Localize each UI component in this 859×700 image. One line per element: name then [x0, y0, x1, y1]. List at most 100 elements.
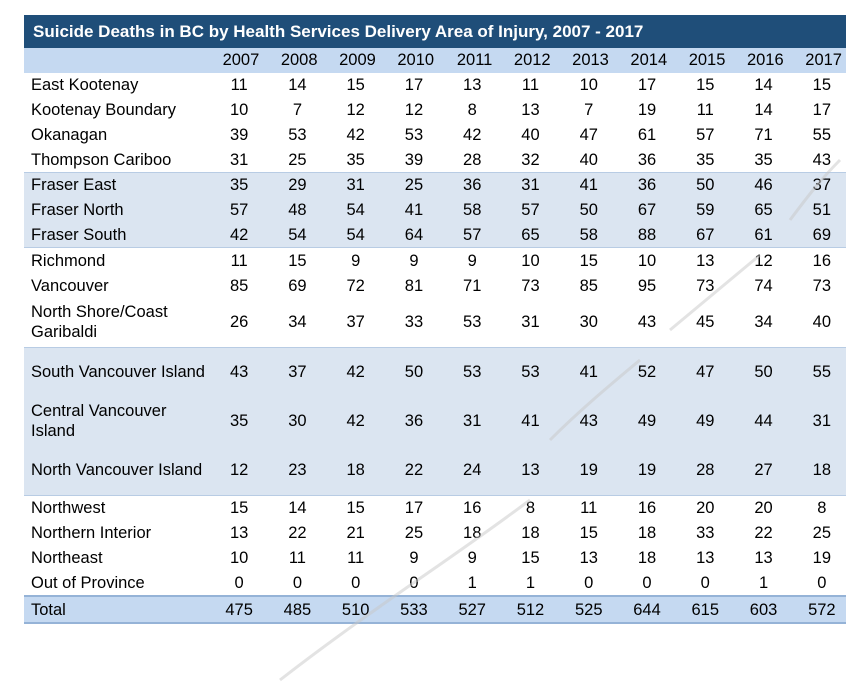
row-label: Richmond [24, 247, 206, 274]
value-cell: 39 [404, 150, 424, 169]
value-cell: 18 [463, 524, 482, 543]
header-row: 2007 2008 2009 2010 2011 2012 2013 2014 … [24, 48, 846, 73]
row-label: Fraser South [24, 222, 206, 248]
row-label: Northeast [31, 548, 103, 567]
value-cell: 11 [696, 100, 714, 119]
value-cell: 19 [554, 445, 613, 496]
total-row: Total 475 485 510 533 527 512 525 644 615 603 572 [24, 595, 846, 624]
value-cell: 18 [637, 548, 657, 567]
table-row: Northeast 10 11 11 9 9 15 13 18 13 13 19 [24, 546, 846, 571]
value-cell: 40 [579, 150, 598, 169]
value-cell: 31 [787, 396, 846, 446]
value-cell: 41 [496, 396, 555, 446]
year-header: 2013 [554, 48, 613, 73]
year-header: 2017 [787, 48, 846, 73]
year-header: 2008 [263, 48, 322, 73]
value-cell: 25 [379, 171, 439, 198]
value-cell: 74 [754, 276, 773, 295]
value-cell: 15 [579, 524, 598, 543]
value-cell: 41 [379, 197, 439, 223]
value-cell: 10 [612, 247, 672, 274]
value-cell: 23 [263, 445, 322, 496]
table-title: Suicide Deaths in BC by Health Services … [24, 15, 846, 48]
value-cell: 10 [579, 76, 598, 95]
year-header: 2010 [379, 48, 439, 73]
value-cell: 15 [346, 76, 365, 95]
value-cell: 15 [696, 76, 715, 95]
value-cell: 512 [496, 595, 555, 624]
value-cell: 22 [379, 445, 439, 496]
value-cell: 572 [787, 595, 846, 624]
value-cell: 42 [321, 346, 380, 397]
value-cell: 36 [438, 171, 497, 198]
value-cell: 12 [729, 247, 788, 274]
value-cell: 25 [404, 524, 424, 543]
value-cell: 42 [205, 222, 264, 248]
value-cell: 53 [288, 125, 307, 144]
value-cell: 73 [696, 276, 715, 295]
value-cell: 81 [404, 276, 424, 295]
value-cell: 29 [263, 171, 322, 198]
value-cell: 54 [321, 197, 380, 223]
value-cell: 22 [288, 524, 307, 543]
value-cell: 34 [288, 313, 307, 332]
value-cell: 35 [754, 150, 773, 169]
value-cell: 50 [554, 197, 613, 223]
value-cell: 527 [438, 595, 497, 624]
value-cell: 65 [729, 197, 788, 223]
value-cell: 15 [263, 247, 322, 274]
value-cell: 27 [729, 445, 788, 496]
value-cell: 85 [229, 276, 249, 295]
year-header: 2011 [438, 48, 497, 73]
value-cell: 49 [671, 396, 730, 446]
value-cell: 14 [754, 76, 773, 95]
value-cell: 485 [263, 595, 322, 624]
value-cell: 25 [288, 150, 307, 169]
value-cell: 37 [787, 171, 846, 198]
value-cell: 40 [812, 313, 832, 332]
value-cell: 33 [404, 313, 424, 332]
value-cell: 47 [671, 346, 730, 397]
value-cell: 15 [205, 494, 264, 521]
row-label: South Vancouver Island [24, 346, 206, 397]
year-header: 2016 [729, 48, 788, 73]
value-cell: 35 [205, 396, 264, 446]
value-cell: 53 [496, 346, 555, 397]
row-label: Vancouver [31, 276, 109, 295]
value-cell: 11 [288, 548, 306, 567]
value-cell: 7 [584, 100, 594, 119]
value-cell: 9 [438, 247, 497, 274]
table-row: North Vancouver Island 12 23 18 22 24 13 19 19 28… [24, 445, 846, 496]
value-cell: 71 [463, 276, 482, 295]
value-cell: 58 [554, 222, 613, 248]
value-cell: 41 [554, 171, 613, 198]
row-label: Out of Province [31, 573, 145, 592]
value-cell: 19 [637, 100, 657, 119]
value-cell: 58 [438, 197, 497, 223]
suicide-deaths-table: 2007 2008 2009 2010 2011 2012 2013 2014 … [24, 48, 846, 624]
value-cell: 0 [351, 573, 361, 592]
value-cell: 34 [754, 313, 773, 332]
year-header: 2015 [671, 48, 730, 73]
value-cell: 615 [671, 595, 730, 624]
value-cell: 13 [463, 76, 482, 95]
value-cell: 50 [671, 171, 730, 198]
value-cell: 31 [521, 313, 540, 332]
value-cell: 20 [729, 494, 788, 521]
table-row: Thompson Cariboo 31 25 35 39 28 32 40 36 35 35 43 [24, 147, 846, 172]
value-cell: 16 [612, 494, 672, 521]
value-cell: 13 [229, 524, 249, 543]
year-header: 2007 [205, 48, 264, 73]
value-cell: 69 [787, 222, 846, 248]
value-cell: 0 [292, 573, 302, 592]
value-cell: 0 [584, 573, 594, 592]
value-cell: 11 [230, 76, 248, 95]
value-cell: 15 [321, 494, 380, 521]
value-cell: 19 [612, 445, 672, 496]
value-cell: 15 [521, 548, 540, 567]
value-cell: 45 [696, 313, 715, 332]
table-row: Richmond 11 15 9 9 9 10 15 10 13 12 16 [24, 247, 846, 274]
table-row: Central Vancouver Island 35 30 42 36 31 41 43 49… [24, 396, 846, 446]
value-cell: 36 [612, 171, 672, 198]
value-cell: 644 [612, 595, 672, 624]
